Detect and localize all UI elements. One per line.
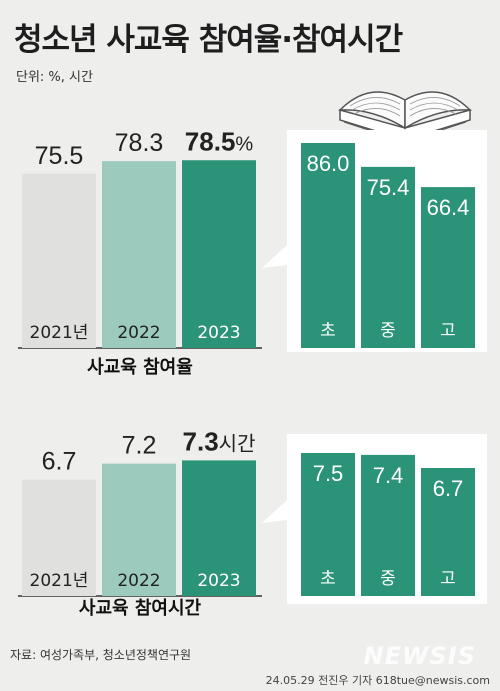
bar-2022 [102, 463, 176, 596]
chart-hours-by-school: 7.5 초 7.4 중 6.7 고 [301, 453, 475, 596]
category-label: 2022 [117, 323, 160, 343]
bar-고 [421, 468, 475, 596]
value-label: 78.3 [115, 129, 164, 157]
bar-초 [301, 143, 355, 348]
credit-line: 24.05.29 전진우 기자 618tue@newsis.com [265, 674, 490, 687]
value-label: 75.4 [367, 175, 410, 200]
chart-participation-rate: 2021년 75.5 2022 78.3 2023 78.5% 사교육 참여율 [22, 126, 256, 378]
value-label: 86.0 [307, 151, 350, 176]
value-label: 78.5% [185, 126, 254, 156]
watermark-logo: NEWSIS [363, 642, 476, 670]
bar-초 [301, 453, 355, 596]
bar-2021년 [22, 173, 96, 348]
category-label: 2022 [117, 571, 160, 591]
category-label: 고 [440, 569, 456, 589]
value-label: 7.3시간 [183, 426, 256, 456]
value-label: 7.5 [313, 461, 344, 486]
value-label: 7.4 [373, 463, 404, 488]
bar-중 [361, 166, 415, 348]
category-label: 중 [380, 321, 396, 341]
bar-2023 [182, 160, 256, 348]
value-label: 66.4 [427, 195, 470, 220]
open-book-icon [338, 91, 472, 143]
chart-rate-by-school: 86.0 초 75.4 중 66.4 고 [301, 143, 475, 348]
bar-2023 [182, 460, 256, 596]
bar-2021년 [22, 479, 96, 596]
category-label: 고 [440, 321, 456, 341]
bar-중 [361, 454, 415, 596]
bar-고 [421, 187, 475, 348]
chart-title: 사교육 참여시간 [79, 598, 202, 619]
category-label: 초 [320, 569, 336, 589]
unit-label: 단위: %, 시간 [16, 70, 93, 85]
value-label: 7.2 [122, 432, 157, 460]
category-label: 초 [320, 321, 336, 341]
chart-title: 사교육 참여율 [87, 357, 193, 378]
category-label: 2023 [197, 571, 240, 591]
category-label: 중 [380, 569, 396, 589]
source-note: 자료: 여성가족부, 청소년정책연구원 [10, 648, 192, 662]
page-title: 청소년 사교육 참여율·참여시간 [14, 22, 403, 58]
value-label: 75.5 [35, 142, 84, 170]
value-label: 6.7 [433, 476, 464, 501]
bar-2022 [102, 161, 176, 348]
category-label: 2021년 [30, 323, 89, 343]
category-label: 2023 [197, 323, 240, 343]
category-label: 2021년 [30, 571, 89, 591]
value-label: 6.7 [42, 448, 77, 476]
